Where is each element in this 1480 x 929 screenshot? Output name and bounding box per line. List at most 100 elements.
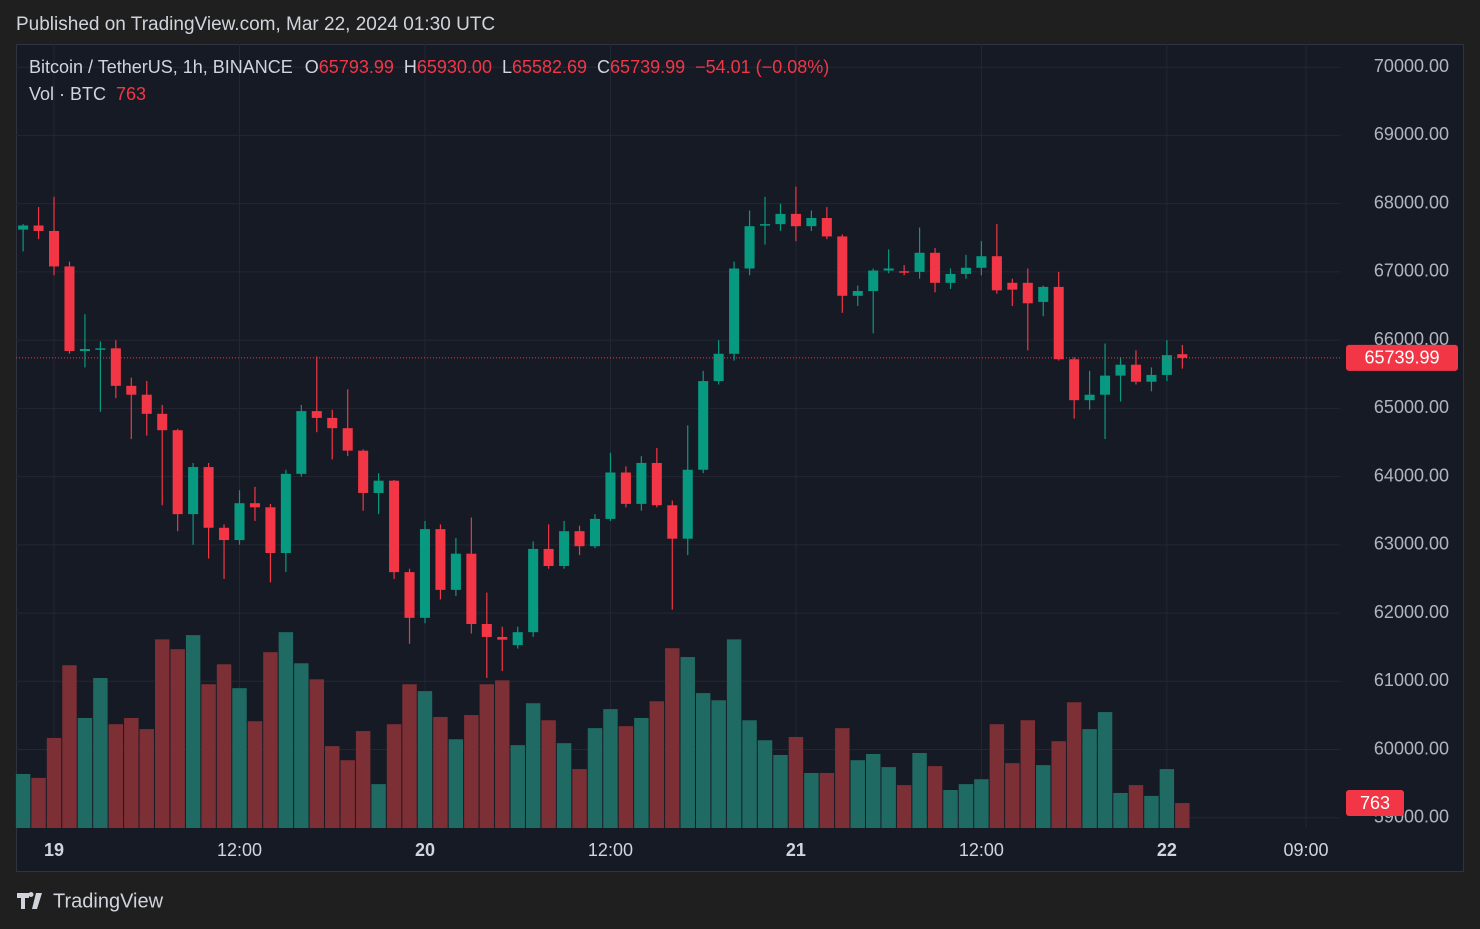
volume-bar <box>479 684 495 828</box>
candle-body <box>450 553 461 590</box>
candle-body <box>528 548 539 633</box>
volume-bar <box>448 739 464 828</box>
volume-bar <box>541 720 556 828</box>
candle-body <box>1084 394 1095 401</box>
candle-body <box>543 548 554 566</box>
volume-bar <box>958 784 974 828</box>
x-tick-label: 12:00 <box>588 840 633 860</box>
volume-bar <box>309 679 325 828</box>
volume-bar <box>77 717 93 828</box>
candle-body <box>110 348 121 386</box>
volume-bar <box>680 657 695 828</box>
volume-bar <box>1020 720 1036 828</box>
volume-bar <box>185 635 201 828</box>
y-tick-label: 65000.00 <box>1374 397 1449 417</box>
ohlc-legend: O65793.99 H65930.00 L65582.69 C65739.99 −54.… <box>305 57 829 77</box>
volume-bar <box>788 736 804 828</box>
candle-body <box>729 268 740 354</box>
candle-body <box>651 462 662 506</box>
volume-bar <box>15 773 31 828</box>
volume-bar <box>1175 803 1190 828</box>
candle-body <box>265 507 276 554</box>
volume-bar <box>46 737 62 828</box>
volume-bar <box>386 724 402 828</box>
legend-value: 65739.99 <box>610 57 685 77</box>
x-tick-label: 22 <box>1157 840 1177 860</box>
volume-bar <box>695 693 711 828</box>
volume-bar <box>247 721 263 828</box>
volume-bar <box>31 777 46 828</box>
candle-body <box>419 529 431 618</box>
candle-body <box>960 267 971 274</box>
y-tick-label: 64000.00 <box>1374 465 1449 485</box>
candle-body <box>1177 354 1188 358</box>
candle-body <box>945 273 956 283</box>
volume-bar <box>1066 702 1082 828</box>
y-tick-label: 63000.00 <box>1374 534 1449 554</box>
candle-body <box>466 553 477 624</box>
candle-body <box>682 469 693 539</box>
candle-body <box>744 226 755 269</box>
volume-bar <box>355 731 371 828</box>
volume-legend-value: 763 <box>116 84 146 104</box>
legend-key: O <box>305 57 319 77</box>
volume-bar <box>417 691 433 828</box>
volume-bar <box>742 720 757 828</box>
brand-logo <box>17 892 42 909</box>
legend-key: C <box>597 57 610 77</box>
candle-body <box>713 353 724 382</box>
y-tick-label: 70000.00 <box>1374 56 1449 76</box>
candle-body <box>311 411 322 418</box>
candle-body <box>358 450 369 493</box>
volume-bar <box>974 779 989 828</box>
candle-body <box>821 217 832 237</box>
y-tick-label: 62000.00 <box>1374 602 1449 622</box>
candle-body <box>589 518 601 547</box>
candle-body <box>342 428 353 451</box>
candle-body <box>203 467 214 528</box>
x-tick-label: 21 <box>786 840 806 860</box>
candle-body <box>636 462 647 504</box>
candle-body <box>95 348 106 350</box>
y-tick-label: 69000.00 <box>1374 124 1449 144</box>
volume-bar <box>263 652 278 828</box>
volume-bar <box>618 726 634 828</box>
volume-bar <box>1128 785 1144 828</box>
volume-bar <box>1159 769 1175 828</box>
volume-bar <box>556 743 572 828</box>
candle-body <box>512 632 523 646</box>
candle-body <box>219 527 230 541</box>
candle-body <box>899 271 910 273</box>
volume-bar <box>124 717 139 828</box>
volume-bar <box>896 785 912 828</box>
published-note: Published on TradingView.com, Mar 22, 20… <box>16 14 495 35</box>
legend-change: −54.01 (−0.08%) <box>695 57 829 77</box>
candles <box>18 186 1188 678</box>
candle-body <box>790 213 801 227</box>
volume-bar <box>139 729 154 828</box>
candle-body <box>389 480 400 573</box>
legend-key: L <box>502 57 512 77</box>
candle-body <box>296 411 307 474</box>
volume-bar <box>201 684 216 828</box>
candle-body <box>991 256 1002 291</box>
candle-body <box>157 413 168 431</box>
candle-body <box>79 349 90 352</box>
volume-bar <box>371 784 386 828</box>
candle-body <box>141 394 152 414</box>
candle-body <box>914 252 925 272</box>
candle-body <box>837 236 848 296</box>
volume-bar <box>726 639 742 828</box>
volume-bar <box>757 740 773 828</box>
grid <box>16 44 1340 828</box>
volume-legend: Vol · BTC 763 <box>29 84 146 104</box>
volume-bar <box>634 717 649 828</box>
volume-bar <box>510 745 525 828</box>
candle-body <box>280 473 291 554</box>
last-volume-tag <box>1346 790 1404 817</box>
candle-body <box>868 270 879 292</box>
candle-body <box>249 503 260 508</box>
volume-bar <box>1036 765 1051 828</box>
volume-bar <box>62 665 77 828</box>
